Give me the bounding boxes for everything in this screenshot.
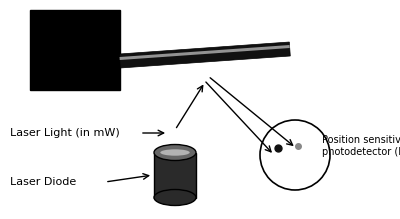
Text: Laser Light (in mW): Laser Light (in mW) (10, 128, 120, 138)
Bar (30, 10, 120, 90)
Polygon shape (119, 42, 290, 68)
Ellipse shape (160, 149, 190, 156)
Ellipse shape (154, 189, 196, 205)
Ellipse shape (154, 145, 196, 161)
Circle shape (260, 120, 330, 190)
Polygon shape (120, 45, 290, 60)
Text: Position sensitive
photodetector (PSD): Position sensitive photodetector (PSD) (322, 135, 400, 157)
Bar (154, 152, 196, 198)
Text: Laser Diode: Laser Diode (10, 177, 76, 187)
